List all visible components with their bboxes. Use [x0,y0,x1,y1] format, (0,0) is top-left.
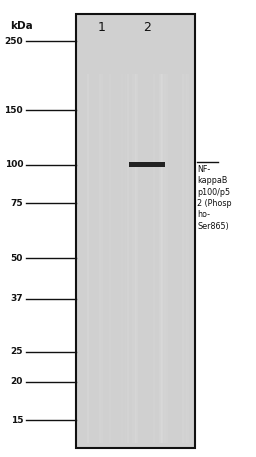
Bar [161,74,163,443]
Text: 150: 150 [4,106,23,115]
Text: 25: 25 [10,347,23,356]
Bar [135,74,137,443]
Bar [135,74,138,443]
Text: kDa: kDa [10,21,33,31]
Bar [166,74,168,443]
Text: 20: 20 [11,377,23,386]
Text: 50: 50 [11,254,23,263]
Text: 15: 15 [10,416,23,425]
Bar [153,74,155,443]
Bar [159,74,162,443]
Bar [76,14,195,448]
Bar [186,74,189,443]
Text: NF-
kappaB
p100/p5
2 (Phosp
ho-
Ser865): NF- kappaB p100/p5 2 (Phosp ho- Ser865) [197,165,232,231]
Bar [182,74,184,443]
Bar [182,74,184,443]
Text: 100: 100 [5,160,23,169]
Bar [87,74,89,443]
Bar [125,74,126,443]
Bar [110,74,111,443]
Bar [121,74,123,443]
Bar [99,74,101,443]
Text: 75: 75 [10,199,23,208]
Bar [132,74,136,443]
Text: 1: 1 [98,21,106,33]
Bar [129,162,165,167]
Text: 250: 250 [4,37,23,46]
Bar [164,74,166,443]
Bar [184,74,187,443]
Bar [101,74,103,443]
Text: 2: 2 [143,21,151,33]
Text: 37: 37 [10,294,23,303]
Bar [127,74,129,443]
Bar [160,74,164,443]
